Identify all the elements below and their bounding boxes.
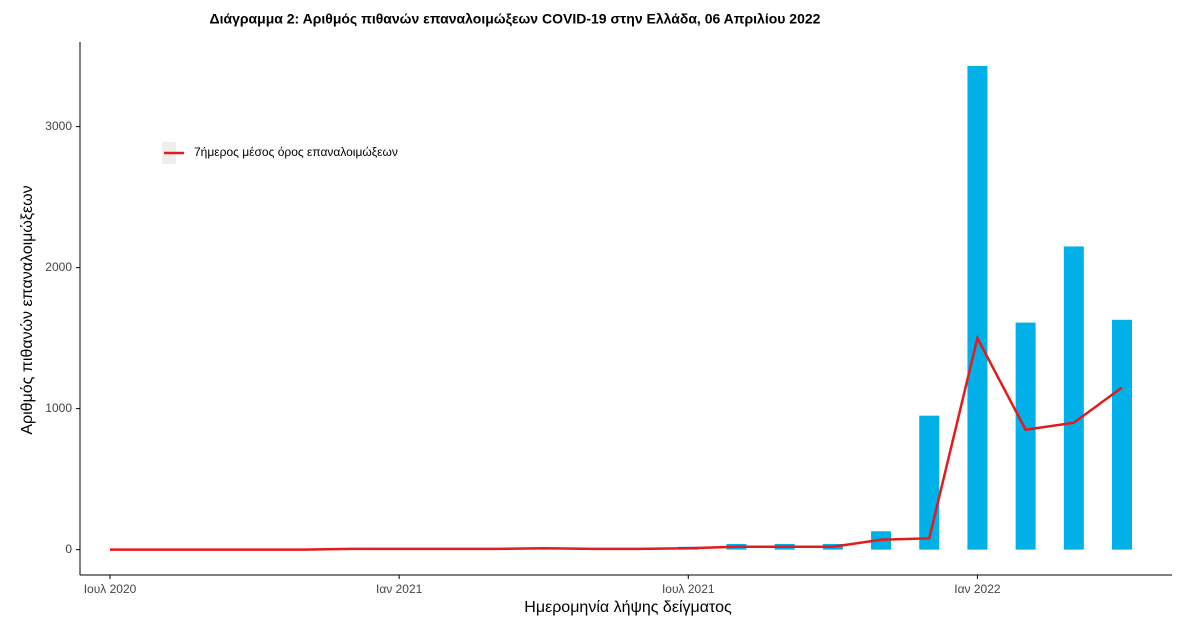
y-tick-label: 2000 (45, 260, 72, 274)
y-tick-label: 1000 (45, 401, 72, 415)
bar (1015, 322, 1036, 550)
bar (919, 415, 940, 550)
line (110, 334, 1123, 551)
bar (967, 65, 988, 550)
chart-title: Διάγραμμα 2: Αριθμός πιθανών επαναλοιμώξ… (210, 11, 821, 27)
x-tick-label: Ιουλ 2020 (84, 582, 137, 596)
y-tick-label: 3000 (45, 119, 72, 133)
x-tick-label: Ιουλ 2021 (662, 582, 715, 596)
y-tick-label: 0 (65, 542, 72, 556)
x-axis-label: Ημερομηνία λήψης δείγματος (524, 599, 732, 616)
x-tick-label: Ιαν 2021 (376, 582, 423, 596)
y-axis-label: Αριθμός πιθανών επαναλοιμώξεων (19, 185, 36, 434)
legend-label: 7ήμερος μέσος όρος επαναλοιμώξεων (194, 145, 398, 159)
bar (1112, 319, 1132, 550)
x-tick-label: Ιαν 2022 (954, 582, 1001, 596)
bar (1063, 246, 1084, 550)
